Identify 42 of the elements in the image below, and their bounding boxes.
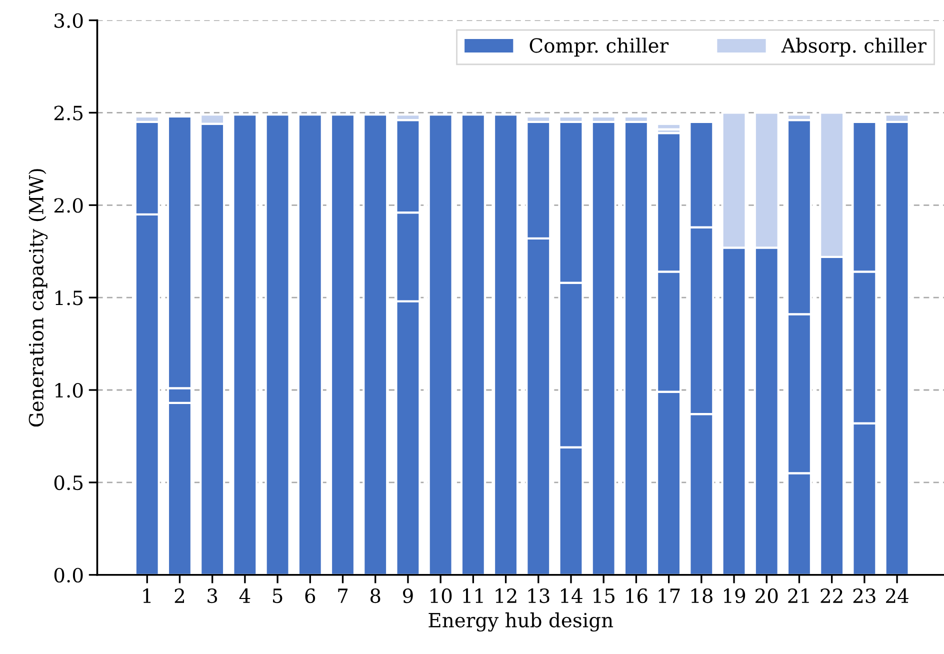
y-tick-label: 1.5 — [55, 290, 83, 306]
x-tick-label: 3 — [208, 588, 218, 604]
y-tick-label: 3.0 — [54, 13, 83, 28]
x-tick-label: 18 — [691, 588, 712, 604]
x-tick-label: 12 — [496, 588, 516, 603]
x-tick-label: 16 — [626, 588, 648, 604]
x-tick-label: 20 — [756, 588, 778, 604]
bar — [232, 114, 258, 575]
bar — [460, 114, 486, 575]
x-tick-label: 2 — [174, 588, 184, 603]
legend-label: Absorp. chiller — [781, 38, 926, 57]
bar — [297, 114, 323, 575]
bar — [362, 114, 388, 575]
x-tick-label: 17 — [658, 588, 680, 603]
x-tick-label: 14 — [560, 588, 582, 603]
x-tick-label: 23 — [853, 588, 876, 604]
x-tick-label: 8 — [370, 588, 380, 604]
x-tick-label: 22 — [820, 588, 842, 603]
x-tick-label: 24 — [886, 588, 908, 603]
x-tick-label: 15 — [594, 588, 614, 604]
x-tick-label: 11 — [463, 588, 483, 603]
bar — [428, 114, 454, 575]
x-tick-label: 21 — [788, 588, 809, 603]
y-tick-label: 2.5 — [54, 106, 83, 120]
bar — [264, 114, 290, 575]
x-tick-label: 5 — [273, 588, 282, 604]
y-tick-label: 1.0 — [55, 382, 83, 398]
x-tick-label: 7 — [338, 588, 348, 603]
y-tick-label: 0.5 — [54, 475, 83, 490]
x-axis-title: Energy hub design — [428, 612, 614, 632]
x-tick-label: 19 — [724, 588, 746, 604]
x-tick-label: 9 — [403, 588, 413, 604]
legend-label: Compr. chiller — [530, 38, 669, 57]
x-tick-label: 1 — [143, 588, 151, 603]
bar — [330, 114, 356, 575]
x-tick-label: 10 — [430, 588, 452, 604]
x-tick-label: 13 — [528, 588, 550, 604]
y-tick-label: 2.0 — [54, 198, 83, 213]
x-tick-label: 4 — [239, 588, 250, 603]
x-tick-label: 6 — [305, 588, 316, 604]
y-axis-title: Generation capacity (MW) — [28, 169, 48, 427]
y-tick-label: 0.0 — [54, 568, 83, 583]
